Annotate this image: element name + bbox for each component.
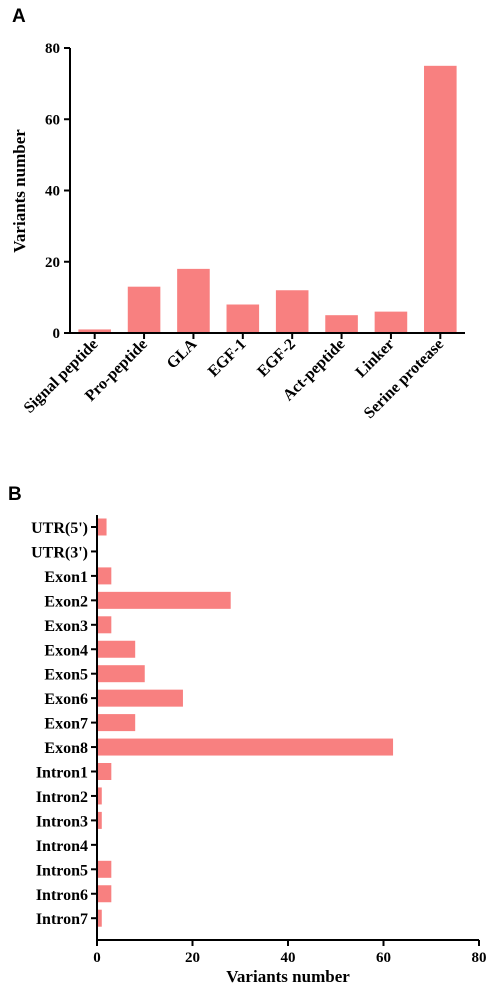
panel-b-category-label: UTR(5')	[31, 520, 88, 537]
panel-b-x-tick-label: 0	[93, 950, 101, 966]
panel-b-category-label: Exon4	[44, 642, 88, 659]
panel-a-letter: A	[12, 6, 26, 27]
panel-b-category-labels: UTR(5') UTR(3') Exon1 Exon2 Exon3 Exon4 Exon5 E…	[31, 520, 88, 928]
panel-b-category-label: Exon3	[44, 618, 88, 635]
panel-b-category-label: Exon8	[44, 740, 88, 757]
panel-a-y-tick-label: 40	[45, 184, 60, 200]
panel-b-category-label: Intron3	[36, 813, 88, 830]
panel-a-bars	[78, 65, 457, 339]
panel-b-x-ticks: 0 20 40 60 80	[93, 940, 487, 966]
panel-b-bars	[91, 518, 394, 927]
panel-b-x-tick-label: 80	[472, 950, 487, 966]
panel-b-x-axis-title: Variants number	[226, 967, 350, 986]
panel-a-bar	[374, 311, 408, 333]
panel-a-bar	[177, 268, 210, 333]
panel-b-category-label: Intron2	[36, 789, 88, 806]
panel-a-category-label: EGF-2	[254, 336, 299, 381]
panel-b-bar	[97, 640, 136, 658]
panel-a-category-label: EGF-1	[205, 336, 250, 381]
panel-b-category-label: Exon6	[44, 691, 88, 708]
panel-b-bar	[97, 763, 112, 780]
panel-b-category-label: Exon2	[44, 593, 88, 610]
panel-a-bar	[78, 329, 111, 333]
panel-b-category-label: Exon1	[44, 569, 88, 586]
panel-b-category-label: Intron6	[36, 887, 88, 904]
panel-b-x-tick-label: 40	[281, 950, 296, 966]
panel-a-category-label: Signal peptide	[21, 336, 102, 417]
panel-b-bar	[97, 616, 112, 634]
panel-b-bar	[97, 811, 102, 829]
panel-b-bar	[97, 787, 102, 805]
panel-a-y-tick-label: 60	[45, 112, 60, 128]
panel-b-bar	[97, 738, 394, 756]
panel-b-bar	[97, 665, 145, 683]
panel-b-bar	[97, 885, 112, 903]
panel-b-bar	[97, 689, 183, 707]
panel-a-y-tick-label: 0	[53, 326, 61, 342]
panel-a-bar	[325, 315, 358, 333]
panel-b-category-label: Intron1	[36, 765, 88, 782]
panel-b-category-label: Intron4	[36, 838, 88, 855]
panel-b-bar	[97, 567, 112, 585]
panel-b-category-label: Intron7	[36, 911, 88, 928]
panel-a-bar	[275, 290, 309, 333]
panel-b-x-tick-label: 20	[185, 950, 200, 966]
panel-b-letter: B	[8, 484, 22, 505]
panel-a-y-tick-label: 80	[45, 41, 60, 57]
panel-a-y-axis-title: Variants number	[10, 129, 29, 253]
panel-b-bar	[97, 909, 102, 927]
panel-a-y-ticks: 0 20 40 60 80	[45, 41, 70, 342]
panel-b-x-tick-label: 60	[376, 950, 391, 966]
panel-b-category-label: Exon5	[44, 667, 88, 684]
panel-a-category-label: Linker	[352, 336, 397, 381]
panel-b-category-label: Intron5	[36, 862, 88, 879]
panel-a-y-tick-label: 20	[45, 255, 60, 271]
panel-b-bar	[97, 591, 231, 609]
panel-b-category-label: Exon7	[44, 716, 88, 733]
panel-b-category-label: UTR(3')	[31, 544, 88, 561]
panel-a-bar	[226, 304, 260, 333]
panel-a-category-label: GLA	[164, 335, 201, 372]
panel-b-bar	[97, 860, 112, 878]
panel-b-bar-chart: B 0 20 40 60 80 UTR(5') UTR(3') Exon1 Exon2 Exon…	[8, 484, 487, 986]
panel-a-bar	[127, 286, 161, 333]
panel-b-bar	[97, 714, 136, 732]
panel-a-bar	[424, 65, 457, 333]
panel-b-bar	[97, 518, 107, 536]
